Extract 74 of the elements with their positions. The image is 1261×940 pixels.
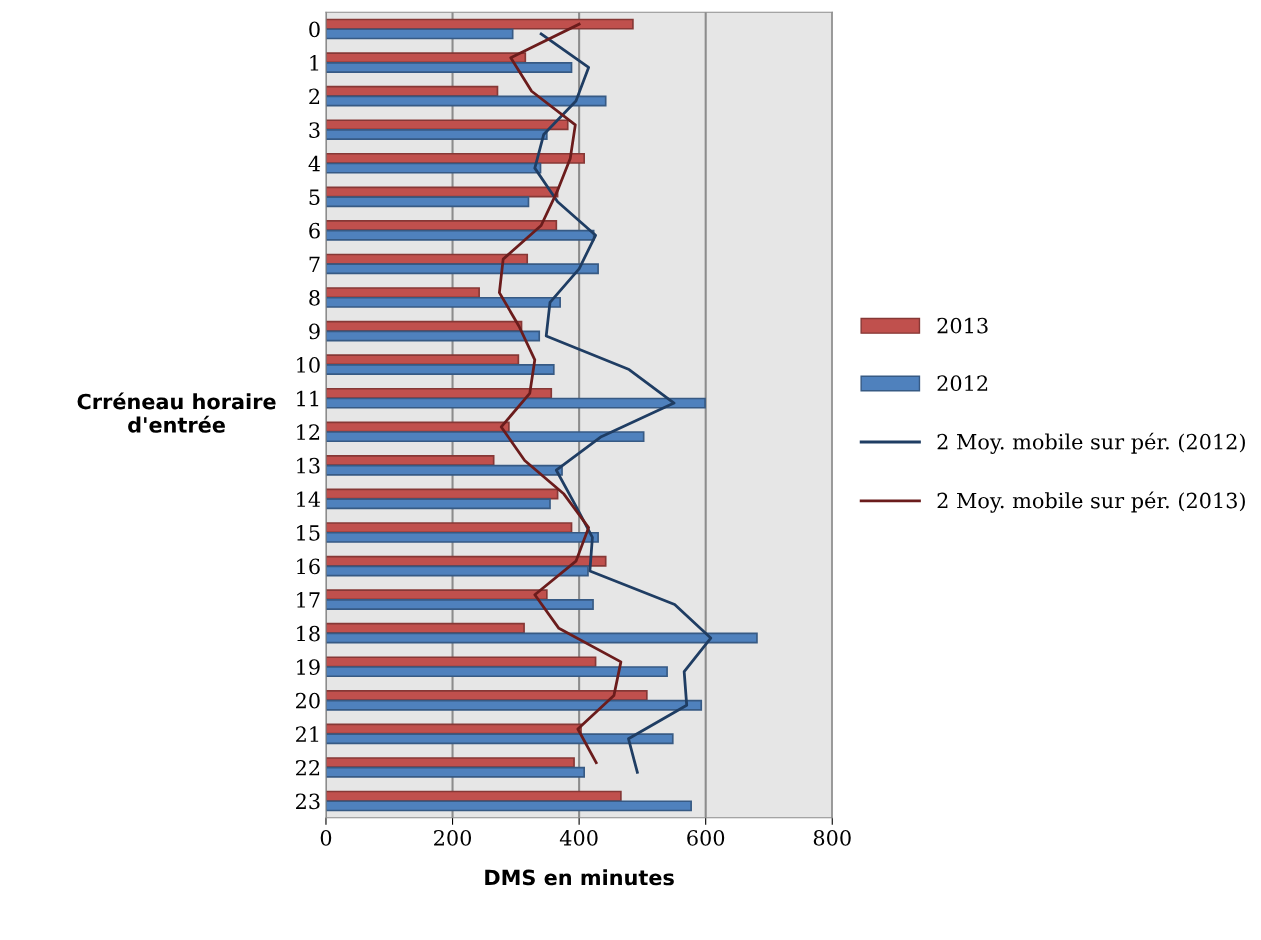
y-axis-title: Crréneau horaire d'entrée [77,392,276,433]
bar [325,330,541,342]
bar [325,622,525,634]
y-tick-label: 22 [296,759,320,776]
y-tick-label: 16 [297,558,320,575]
legend-label: 2012 [937,375,988,392]
bar [325,119,569,131]
y-tick-label: 5 [309,189,320,206]
bar [325,397,706,409]
y-tick-label: 19 [297,659,320,675]
bar [325,85,499,97]
bar [325,498,551,510]
y-tick-label: 12 [297,424,320,440]
bar [325,229,595,241]
y-tick-label: 8 [309,289,320,306]
bar [325,455,495,466]
y-tick-label: 10 [297,357,320,373]
bar [325,599,594,610]
y-tick-label: 14 [297,491,321,507]
bar [325,61,573,73]
bar [325,699,703,711]
y-tick-label: 3 [309,122,320,138]
bar [325,464,563,476]
bar [325,565,589,577]
y-tick-label: 13 [297,457,320,474]
bar [325,666,668,678]
bar [325,656,597,668]
bar [325,354,520,366]
y-tick-label: 20 [296,692,320,709]
y-tick-label: 0 [309,21,320,38]
x-tick-label: 800 [813,829,851,846]
bar [325,421,510,433]
x-tick-label: 600 [687,829,725,846]
bar [325,757,575,769]
x-tick-label: 0 [320,829,332,846]
bar [325,800,692,812]
bar [325,632,758,644]
y-tick-label: 17 [297,592,320,608]
bar [325,196,530,208]
legend-label: 2013 [937,317,988,334]
bar [325,129,548,141]
y-tick-label: 23 [296,793,320,810]
legend-label: 2 Moy. mobile sur pér. (2012) [937,432,1245,454]
x-axis-title: DMS en minutes [485,869,674,886]
x-tick-label: 200 [434,829,472,846]
bar [325,431,645,443]
x-tick-label: 400 [559,829,598,846]
y-tick-label: 6 [309,222,320,239]
bar [325,152,586,164]
y-tick-label: 7 [309,256,320,272]
y-tick-label: 4 [308,155,321,172]
bar [325,28,514,40]
y-tick-label: 9 [309,323,320,340]
y-tick-label: 18 [297,625,320,642]
bar [325,320,523,332]
y-tick-label: 1 [310,55,319,71]
bar [325,689,648,701]
bar [325,531,599,543]
bar [325,296,561,308]
bar [325,589,548,601]
bar [325,766,586,778]
bar [325,387,553,399]
bar [325,522,573,534]
bar [325,220,558,231]
bar [325,263,599,275]
y-tick-label: 21 [296,726,319,742]
bar [325,364,555,375]
y-tick-label: 2 [309,88,320,105]
y-tick-label: 11 [297,390,319,407]
y-tick-label: 15 [297,524,320,541]
legend-label: 2 Moy. mobile sur pér. (2013) [937,491,1245,513]
bar [325,162,542,174]
bar [325,733,674,745]
bar [325,287,480,299]
